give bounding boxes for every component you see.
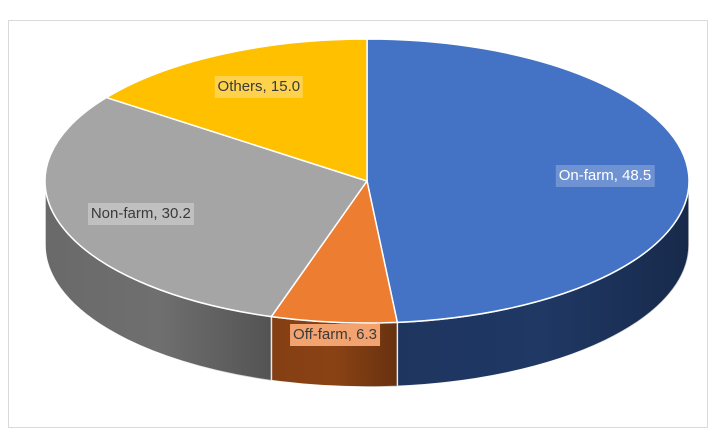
- pie-slices: [44, 38, 690, 324]
- pie-side-shade-non-farm: [45, 181, 272, 381]
- data-label-off-farm: Off-farm, 6.3: [290, 323, 380, 346]
- pie-side-shade-on-farm: [397, 181, 690, 387]
- data-label-non-farm: Non-farm, 30.2: [87, 203, 194, 226]
- data-label-on-farm: On-farm, 48.5: [555, 165, 655, 188]
- pie-slice-on-farm[interactable]: [366, 38, 690, 324]
- chart-area: On-farm, 48.5 Off-farm, 6.3 Non-farm, 30.2…: [8, 20, 708, 428]
- pie-slice-non-farm[interactable]: [44, 96, 369, 318]
- pie-slice-off-farm[interactable]: [270, 179, 399, 324]
- data-label-others: Others, 15.0: [214, 76, 304, 99]
- pie-slice-others[interactable]: [104, 38, 368, 183]
